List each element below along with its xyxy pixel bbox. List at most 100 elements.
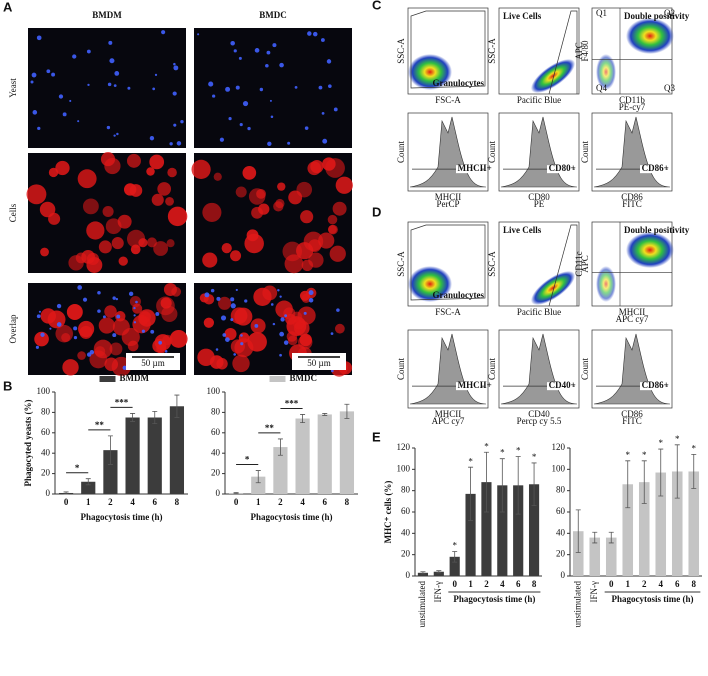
bar [497, 485, 508, 576]
significance-star: * [642, 450, 647, 460]
yeast [30, 80, 34, 84]
y-tick-label: 20 [401, 549, 411, 559]
cell [105, 218, 122, 235]
yeast [169, 142, 173, 146]
y-tick-label: 0 [406, 570, 411, 580]
cell [55, 160, 70, 176]
axis-label: FITC [622, 199, 642, 209]
x-tick-label: 8 [175, 497, 180, 507]
y-tick-label: 100 [552, 463, 566, 473]
axis-label: FITC [622, 416, 642, 426]
y-tick-label: 80 [211, 406, 221, 416]
gate-box [456, 165, 482, 174]
yeast [216, 296, 221, 301]
yeast [73, 335, 78, 340]
yeast [238, 56, 242, 60]
cell [262, 285, 278, 301]
yeast [141, 329, 146, 333]
yeast [220, 315, 227, 321]
yeast [279, 62, 284, 68]
bar [251, 476, 266, 494]
cell [284, 254, 304, 274]
error-bar [63, 491, 69, 495]
cell [332, 201, 347, 216]
bracket-label: *** [285, 399, 299, 409]
panel-label: E [372, 429, 381, 444]
bar [465, 493, 476, 576]
x-tick-label: 6 [675, 579, 680, 589]
yeast [172, 91, 177, 96]
yeast [36, 35, 42, 41]
significance-star: * [532, 452, 537, 462]
yeast [287, 141, 291, 145]
cell [166, 239, 175, 248]
cell [203, 317, 214, 328]
yeast [158, 340, 163, 345]
yeast [228, 117, 232, 121]
cell [75, 252, 87, 264]
cell [126, 229, 146, 248]
yeast [247, 126, 251, 131]
bar [339, 411, 355, 494]
yeast [62, 112, 67, 117]
axis-label: MHCII [619, 307, 646, 317]
cell [112, 318, 130, 336]
cell [34, 331, 49, 347]
cell [117, 214, 132, 229]
cell [213, 172, 222, 181]
x-tick-label: 0 [234, 497, 239, 507]
gate-box [640, 382, 666, 391]
error-bar [691, 454, 697, 489]
yeast [133, 321, 137, 324]
axis-label: PE-cy7 [619, 102, 646, 112]
error-bar [130, 413, 136, 422]
yeast [267, 141, 272, 146]
yeast [135, 300, 138, 304]
x-tick-label: 4 [500, 579, 505, 589]
cell [66, 304, 83, 320]
axis-label: Count [580, 141, 590, 164]
significance-star: * [484, 441, 489, 451]
significance-star: * [692, 443, 697, 453]
bracket-label: ** [95, 420, 105, 430]
yeast [49, 327, 52, 330]
row-label: Yeast [8, 78, 18, 98]
histogram [500, 116, 578, 188]
density [530, 270, 576, 306]
yeast [77, 120, 80, 123]
yeast [108, 40, 113, 45]
error-bar [322, 413, 328, 416]
x-axis-label: Phagocytosis time (h) [453, 594, 535, 604]
x-tick-label: unstimulated [572, 581, 582, 628]
yeast [150, 329, 155, 334]
cell [94, 346, 106, 357]
error-bar [625, 460, 631, 509]
cell [127, 340, 139, 352]
cell [132, 303, 143, 314]
bar [622, 484, 634, 576]
yeast [333, 107, 338, 112]
yeast [86, 49, 91, 54]
x-tick-label: 8 [532, 579, 537, 589]
bar [638, 482, 650, 576]
yeast [112, 333, 117, 338]
error-bar [152, 410, 158, 425]
yeast [37, 126, 41, 131]
axis-label: SSC-A [396, 251, 406, 277]
yeast [173, 62, 176, 66]
scale-bar-label: 50 µm [307, 358, 330, 368]
yeast [210, 288, 215, 293]
axis-label: APC cy7 [432, 416, 465, 426]
cell [301, 259, 314, 272]
cell [307, 161, 322, 176]
yeast [219, 137, 225, 142]
cell [157, 182, 172, 196]
cell [218, 296, 232, 310]
yeast [330, 369, 334, 373]
x-tick-label: 0 [609, 579, 614, 589]
yeast [328, 84, 332, 88]
error-bar [255, 470, 261, 484]
yeast [35, 345, 39, 349]
cell [296, 242, 314, 260]
